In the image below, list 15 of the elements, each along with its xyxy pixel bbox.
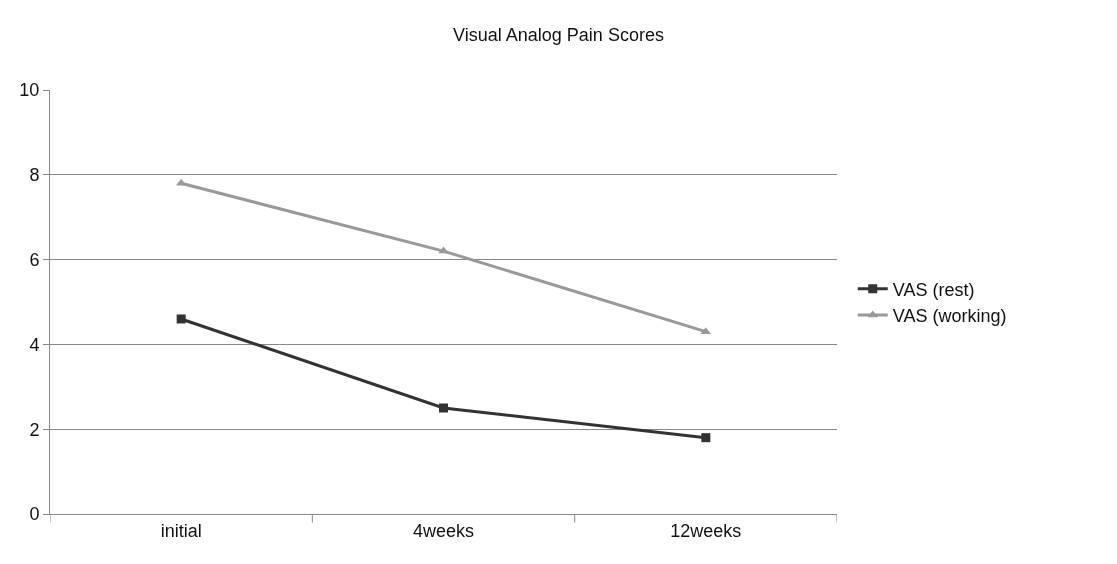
- legend-label: VAS (rest): [892, 279, 975, 300]
- y-tick-label: 0: [29, 504, 40, 525]
- x-tick-label: 12weeks: [670, 520, 742, 541]
- x-tick-label: initial: [160, 520, 202, 541]
- point: [176, 314, 186, 324]
- y-tick-label: 8: [29, 165, 40, 186]
- point: [439, 403, 448, 413]
- y-tick-label: 2: [29, 419, 40, 440]
- point: [701, 433, 711, 443]
- legend-label: VAS (working): [892, 306, 1007, 327]
- y-tick-label: 4: [29, 334, 40, 355]
- y-tick-label: 6: [29, 249, 40, 270]
- y-tick-label: 10: [19, 80, 40, 101]
- x-tick-label: 4weeks: [412, 520, 475, 541]
- chart-title: Visual Analog Pain Scores: [453, 24, 664, 45]
